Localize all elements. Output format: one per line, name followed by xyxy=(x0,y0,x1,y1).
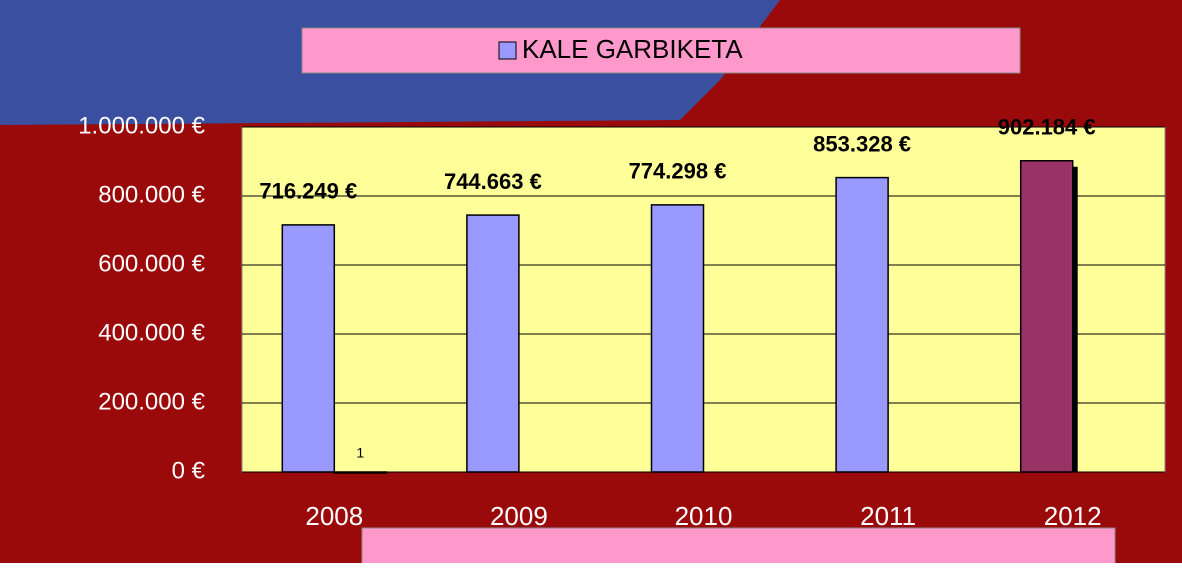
bar xyxy=(835,176,889,473)
y-tick-label: 600.000 € xyxy=(98,250,205,277)
x-tick-label: 2008 xyxy=(305,501,363,531)
bar xyxy=(333,471,388,474)
y-tick-label: 0 € xyxy=(172,457,206,484)
legend-box xyxy=(301,27,1021,74)
bar xyxy=(281,224,336,473)
value-label: 1 xyxy=(356,445,364,461)
x-tick-label: 2010 xyxy=(675,501,733,531)
legend-swatch xyxy=(498,41,517,60)
x-tick-label: 2012 xyxy=(1044,501,1102,531)
value-label: 716.249 € xyxy=(259,179,357,204)
value-label: 744.663 € xyxy=(444,169,542,194)
bottom-box xyxy=(361,527,1116,568)
value-label: 853.328 € xyxy=(813,131,911,156)
bar xyxy=(1019,159,1074,473)
y-tick-label: 800.000 € xyxy=(98,181,205,208)
value-label: 774.298 € xyxy=(629,159,727,184)
value-label: 902.184 € xyxy=(998,115,1096,140)
y-tick-label: 200.000 € xyxy=(98,388,205,415)
bar xyxy=(650,204,705,473)
x-tick-label: 2009 xyxy=(490,501,548,531)
y-tick-label: 1.000.000 € xyxy=(78,112,205,139)
y-tick-label: 400.000 € xyxy=(98,319,205,346)
x-tick-label: 2011 xyxy=(860,501,916,531)
legend-label: KALE GARBIKETA xyxy=(522,34,743,64)
bar xyxy=(466,214,520,473)
